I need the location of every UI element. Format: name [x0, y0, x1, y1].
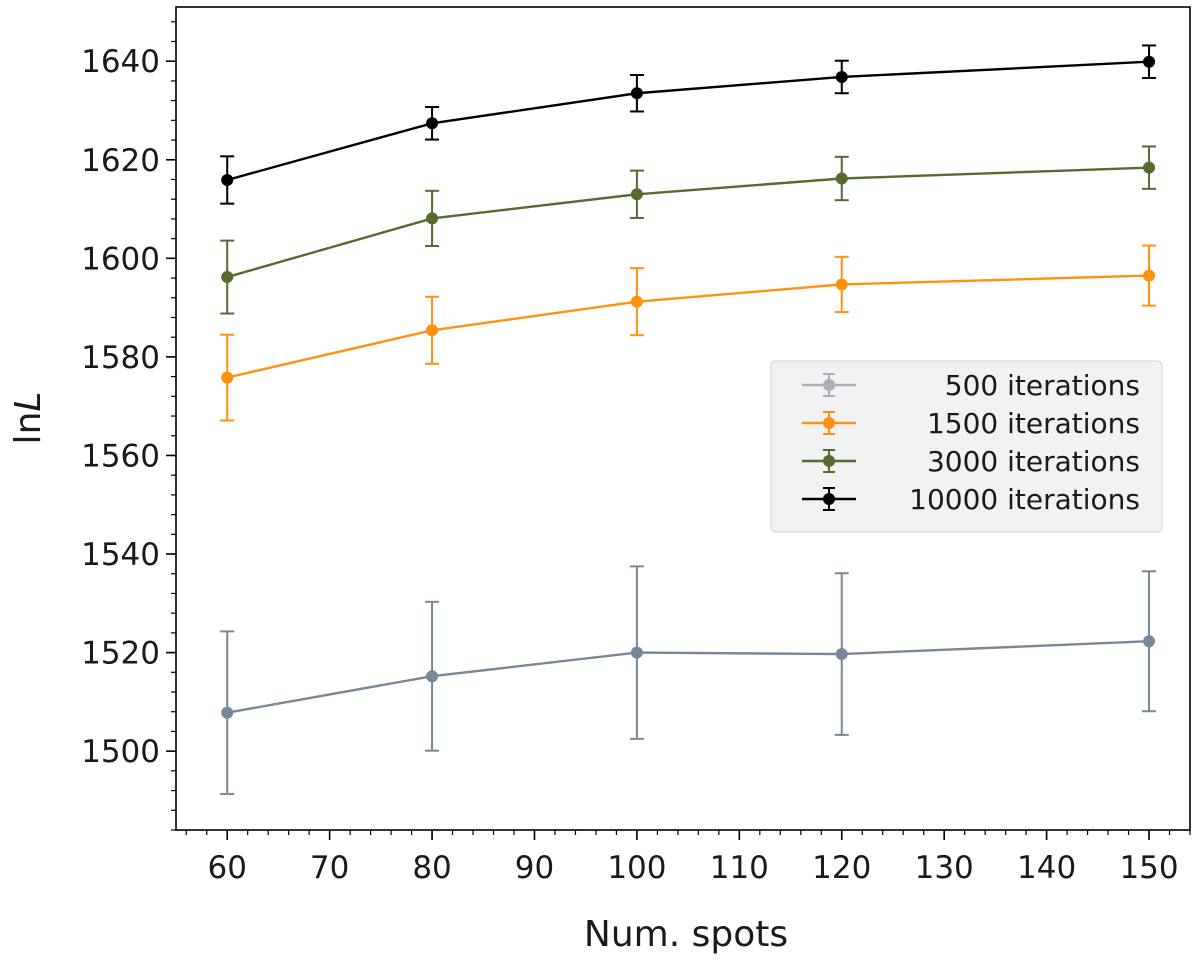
- data-point: [426, 670, 439, 683]
- series-line: [226, 60, 1150, 182]
- data-point: [426, 117, 439, 130]
- y-axis: 1500 1520 1540 1560 1580 1600 1620 1640: [81, 21, 176, 831]
- data-point: [630, 295, 643, 308]
- data-point: [426, 324, 439, 337]
- legend-marker: [823, 493, 835, 505]
- y-tick-label: 1560: [81, 438, 160, 474]
- data-point: [835, 172, 848, 185]
- series-line: [226, 166, 1150, 279]
- series-3: [220, 145, 1157, 315]
- y-tick-label: 1620: [81, 143, 160, 179]
- data-point: [1143, 269, 1156, 282]
- x-tick-label: 110: [710, 850, 769, 886]
- x-tick-label: 130: [915, 850, 974, 886]
- legend-marker: [823, 379, 835, 391]
- data-point: [835, 278, 848, 291]
- plot-frame: [175, 6, 1191, 831]
- x-tick-label: 80: [412, 850, 451, 886]
- x-tick-label: 120: [812, 850, 871, 886]
- data-point: [630, 87, 643, 100]
- x-tick-label: 90: [515, 850, 554, 886]
- legend-label: 1500 iterations: [927, 407, 1140, 440]
- series-1: [220, 565, 1157, 796]
- data-point: [221, 173, 234, 186]
- y-axis-label-italic: L: [8, 392, 49, 412]
- series-4: [220, 44, 1157, 205]
- data-point: [630, 646, 643, 659]
- legend-marker: [823, 417, 835, 429]
- x-tick-label: 100: [607, 850, 666, 886]
- y-tick-label: 1500: [81, 734, 160, 770]
- data-point: [630, 188, 643, 201]
- legend-label: 10000 iterations: [909, 483, 1140, 516]
- x-tick-label: 70: [310, 850, 349, 886]
- x-tick-label: 60: [207, 850, 246, 886]
- data-point: [1143, 55, 1156, 68]
- y-tick-label: 1520: [81, 636, 160, 672]
- x-tick-label: 150: [1119, 850, 1178, 886]
- x-tick-label: 140: [1017, 850, 1076, 886]
- y-tick-label: 1640: [81, 44, 160, 80]
- legend-box: [770, 360, 1163, 533]
- y-tick-label: 1600: [81, 241, 160, 277]
- y-axis-label: lnL: [8, 392, 49, 445]
- data-point: [835, 70, 848, 83]
- data-point: [221, 706, 234, 719]
- legend-label: 500 iterations: [945, 369, 1140, 402]
- data-point: [221, 371, 234, 384]
- legend-marker: [823, 455, 835, 467]
- data-point: [426, 212, 439, 225]
- y-tick-label: 1540: [81, 537, 160, 573]
- legend-label: 3000 iterations: [927, 445, 1140, 478]
- data-point: [835, 648, 848, 661]
- series-line: [227, 640, 1150, 714]
- x-axis: 60 70 80 90 100 110 120 130 140 150: [185, 830, 1191, 886]
- data-point: [1143, 635, 1156, 648]
- data-point: [1143, 161, 1156, 174]
- series-2: [220, 244, 1157, 422]
- legend: 500 iterations 1500 iterations 3000 iterat…: [770, 360, 1163, 533]
- series-layer: [220, 44, 1157, 796]
- y-axis-label-prefix: ln: [8, 412, 49, 445]
- x-axis-label: Num. spots: [584, 914, 788, 955]
- y-tick-label: 1580: [81, 340, 160, 376]
- data-point: [221, 271, 234, 284]
